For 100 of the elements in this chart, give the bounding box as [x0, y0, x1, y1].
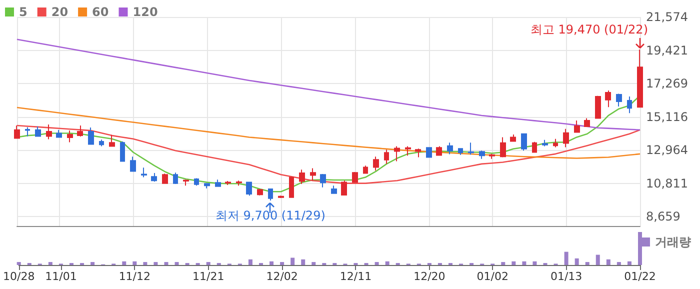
candlestick: [173, 172, 178, 184]
candlestick: [363, 165, 368, 174]
candlestick: [141, 167, 147, 178]
y-tick-label: 10,811: [646, 176, 688, 190]
bar: [301, 259, 306, 265]
candlestick: [151, 172, 157, 182]
candlestick: [468, 142, 474, 156]
candlestick: [331, 185, 337, 194]
x-tick-label: 11/01: [45, 270, 77, 283]
candlestick: [637, 49, 643, 108]
bar: [522, 261, 526, 265]
bar: [627, 261, 632, 265]
y-tick-label: 8,659: [646, 210, 680, 224]
bar: [312, 262, 316, 265]
candlestick: [46, 124, 52, 140]
bar: [606, 259, 610, 265]
bar: [532, 261, 537, 265]
y-tick-label: 19,421: [646, 43, 688, 58]
candlestick: [574, 120, 580, 133]
bar: [132, 261, 137, 265]
line-series: [16, 124, 641, 184]
bar: [270, 261, 274, 265]
candlestick: [88, 127, 94, 145]
candlestick: [246, 182, 252, 196]
candlestick: [510, 134, 516, 142]
candlestick: [627, 96, 632, 114]
candlestick: [341, 180, 347, 196]
bar: [206, 262, 210, 265]
x-tick-label: 12/02: [266, 270, 298, 283]
candlestick: [563, 128, 569, 148]
bar: [585, 262, 590, 265]
candlestick: [299, 169, 305, 184]
bar: [16, 262, 21, 265]
candlestick: [25, 126, 30, 137]
candlestick: [447, 142, 453, 155]
candlestick: [605, 90, 611, 108]
bar: [154, 262, 158, 265]
bar: [596, 254, 600, 265]
x-tick-label: 01/02: [476, 270, 508, 283]
candlestick: [120, 141, 125, 162]
legend-label: 20: [51, 5, 68, 19]
candlestick: [225, 180, 231, 186]
candlestick: [500, 136, 506, 158]
bar: [164, 262, 168, 265]
bar: [564, 252, 568, 265]
bar: [122, 261, 126, 265]
line-series: [16, 38, 641, 131]
bar: [174, 262, 179, 265]
bar: [616, 262, 621, 265]
candlestick: [204, 183, 210, 189]
x-tick-label: 11/21: [192, 270, 224, 283]
candlestick: [479, 150, 485, 160]
bar: [48, 262, 52, 265]
bar: [374, 262, 379, 265]
x-tick-label: 01/13: [550, 270, 582, 283]
candlestick: [99, 139, 104, 147]
candlestick: [320, 173, 326, 188]
line-series: [16, 106, 641, 159]
candlestick: [310, 168, 316, 182]
candlestick: [257, 188, 263, 196]
candlestick: [542, 139, 548, 147]
candlestick: [384, 149, 389, 164]
candlestick: [67, 130, 73, 143]
bar: [501, 262, 506, 265]
candlestick: [352, 171, 358, 183]
bar: [574, 258, 579, 265]
x-tick-label: 11/12: [118, 270, 151, 283]
legend-label: 60: [92, 5, 109, 19]
candlestick: [426, 147, 432, 158]
candlestick: [532, 141, 537, 153]
bar: [90, 262, 95, 265]
candlestick: [194, 178, 199, 186]
candlestick: [415, 148, 421, 158]
annotation: 최고 19,470 (01/22): [530, 22, 648, 37]
candlestick: [183, 179, 189, 186]
legend-label: 120: [132, 5, 158, 19]
legend-label: 거래량: [655, 235, 691, 249]
y-tick-label: 17,269: [646, 76, 688, 91]
candlestick: [553, 138, 558, 148]
x-tick-label: 12/20: [414, 270, 446, 283]
legend-label: 5: [19, 5, 28, 19]
candlestick: [35, 126, 41, 137]
candlestick: [289, 176, 294, 198]
candlestick: [77, 125, 83, 138]
bar: [512, 261, 516, 265]
candlestick: [394, 146, 400, 162]
candlestick: [489, 153, 495, 160]
bar: [290, 258, 295, 265]
candlestick: [521, 133, 527, 152]
x-tick-label: 10/28: [3, 270, 35, 283]
candlestick: [373, 156, 379, 172]
candlestick: [14, 125, 20, 139]
candlestick: [162, 173, 168, 184]
candlestick: [215, 179, 221, 187]
candlestick: [268, 188, 273, 201]
bar: [143, 262, 148, 265]
candlestick: [616, 93, 622, 107]
candlestick: [405, 146, 411, 156]
annotation: 최저 9,700 (11/29): [215, 208, 326, 223]
y-tick-label: 15,116: [646, 110, 688, 124]
